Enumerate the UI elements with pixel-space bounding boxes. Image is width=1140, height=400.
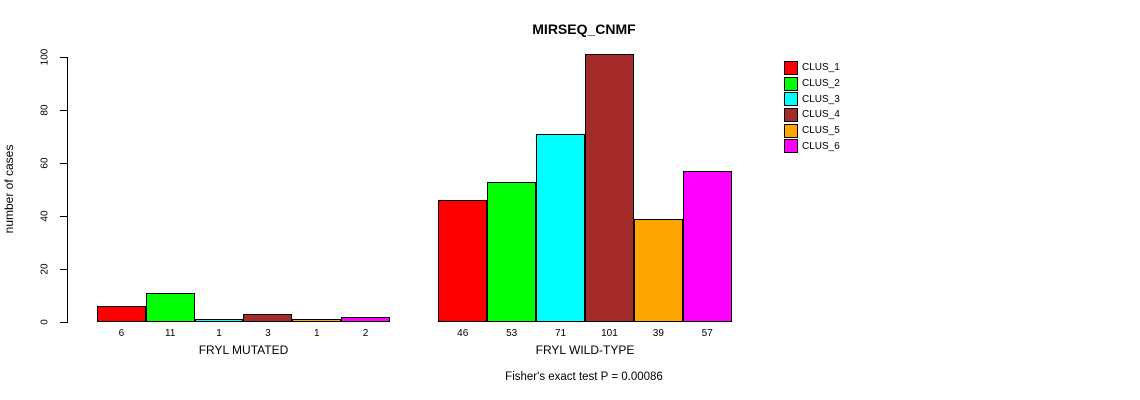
legend-item-clus-4: CLUS_4	[784, 107, 840, 123]
bar-value-label: 3	[265, 328, 271, 339]
bar-clus-5-wild-type	[633, 218, 683, 322]
y-axis-tick	[60, 110, 67, 111]
legend-item-clus-1: CLUS_1	[784, 60, 840, 76]
bar-value-label: 1	[313, 328, 320, 339]
bar-clus-2-wild-type	[487, 181, 537, 322]
legend-swatch-clus-2	[784, 76, 798, 91]
legend-item-label: CLUS_2	[802, 78, 840, 90]
y-axis-tick-label: 0	[39, 319, 51, 325]
bar-value-label: 39	[652, 328, 664, 339]
bar-value-label: 6	[118, 328, 125, 339]
legend-item-clus-3: CLUS_3	[784, 91, 840, 107]
legend-item-label: CLUS_1	[802, 62, 840, 74]
bar-clus-1-wild-type	[438, 200, 488, 322]
bar-clus-6-mutated	[341, 316, 390, 322]
annotation-fisher-test: Fisher's exact test P = 0.00086	[505, 371, 663, 383]
y-axis-tick-label: 20	[39, 263, 51, 275]
bar-clus-1-mutated	[97, 306, 146, 322]
bar-clus-5-mutated	[292, 319, 342, 322]
y-axis-tick-label: 40	[39, 210, 51, 222]
bar-value-label: 101	[601, 328, 618, 339]
legend-item-clus-2: CLUS_2	[784, 76, 840, 92]
y-axis-tick	[60, 57, 67, 58]
legend-swatch-clus-3	[784, 92, 798, 107]
legend-swatch-clus-6	[784, 139, 798, 154]
bar-value-label: 57	[701, 328, 713, 339]
bar-clus-2-mutated	[145, 292, 195, 322]
legend-swatch-clus-1	[784, 60, 798, 75]
legend: CLUS_1 CLUS_2 CLUS_3 CLUS_4 CLUS_5 CLUS_6	[784, 60, 840, 154]
legend-item-label: CLUS_3	[802, 93, 840, 105]
bar-value-label: 2	[362, 328, 369, 339]
bar-clus-3-wild-type	[536, 133, 585, 322]
y-axis-line	[67, 57, 68, 323]
bar-clus-4-mutated	[243, 314, 293, 322]
y-axis-tick-label: 100	[39, 48, 51, 66]
legend-item-label: CLUS_6	[802, 140, 840, 152]
legend-item-clus-6: CLUS_6	[784, 138, 840, 154]
y-axis-tick-label: 60	[39, 157, 51, 169]
legend-item-label: CLUS_4	[802, 109, 840, 121]
y-axis-tick	[60, 269, 67, 270]
bar-value-label: 53	[506, 328, 518, 339]
legend-swatch-clus-5	[784, 123, 798, 138]
legend-swatch-clus-4	[784, 107, 798, 122]
group-label: FRYL MUTATED	[198, 343, 289, 357]
bar-value-label: 46	[457, 328, 469, 339]
legend-item-label: CLUS_5	[802, 125, 840, 137]
bar-clus-4-wild-type	[585, 54, 634, 322]
bar-value-label: 1	[216, 328, 222, 339]
bar-value-label: 11	[165, 328, 176, 339]
y-axis-tick-label: 80	[39, 104, 51, 116]
y-axis-tick	[60, 322, 67, 323]
group-label: FRYL WILD-TYPE	[535, 343, 635, 357]
bar-clus-3-mutated	[194, 319, 244, 322]
y-axis-tick	[60, 216, 67, 217]
y-axis-tick	[60, 163, 67, 164]
legend-item-clus-5: CLUS_5	[784, 123, 840, 139]
bar-value-label: 71	[554, 328, 567, 339]
bar-clus-6-wild-type	[682, 170, 732, 322]
chart-title: MIRSEQ_CNMF	[532, 21, 636, 37]
